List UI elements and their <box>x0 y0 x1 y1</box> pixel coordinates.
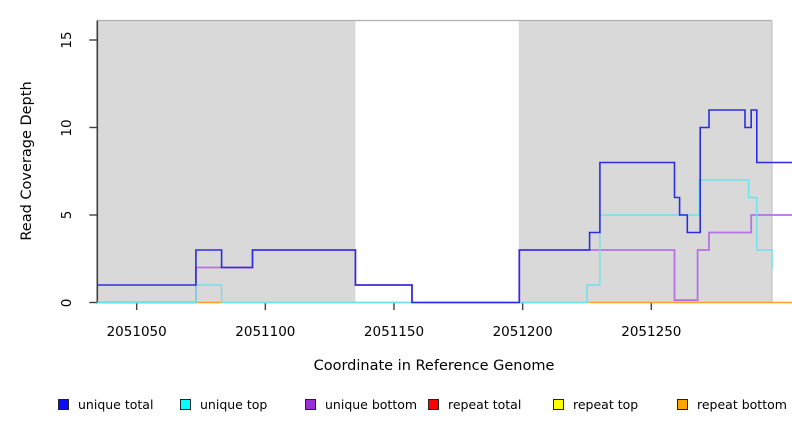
shaded-region <box>518 20 772 303</box>
y-tick-label: 15 <box>59 31 75 49</box>
series-line-unique-total <box>97 109 792 304</box>
x-tick-label: 2051250 <box>621 324 682 340</box>
shaded-region <box>97 20 356 303</box>
x-tick-label: 2051100 <box>235 324 296 340</box>
x-axis-title: Coordinate in Reference Genome <box>313 358 555 374</box>
y-tick-label: 5 <box>59 210 75 220</box>
x-tick-label: 2051150 <box>363 324 425 340</box>
series-line-unique-top <box>97 179 773 304</box>
y-axis-title: Read Coverage Depth <box>19 81 35 241</box>
y-tick-label: 10 <box>59 118 75 137</box>
x-tick-label: 2051050 <box>106 324 167 340</box>
y-tick-label: 0 <box>59 298 75 307</box>
x-tick-label: 2051200 <box>492 324 553 340</box>
